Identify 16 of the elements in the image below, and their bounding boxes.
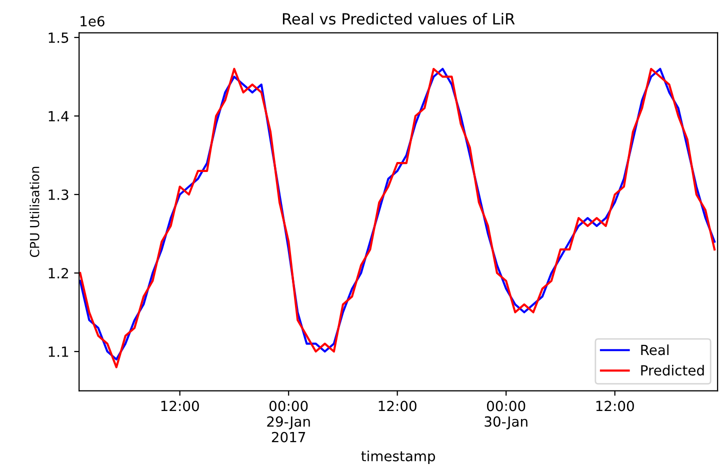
- y-axis-title: CPU Utilisation: [30, 166, 40, 258]
- x-tick-label: 12:00: [378, 400, 416, 412]
- y-tick-label: 1.3: [48, 189, 68, 200]
- y-tick-label: 1.5: [48, 32, 68, 43]
- legend-label: Predicted: [641, 364, 704, 376]
- x-tick-label: 00:00 29-Jan 2017: [267, 400, 310, 442]
- y-tick-label: 1.1: [48, 346, 68, 357]
- x-axis-title: timestamp: [361, 450, 436, 464]
- x-tick-label: 00:00 30-Jan: [484, 400, 528, 430]
- x-tick-label: 12:00: [161, 400, 199, 412]
- legend-label: Real: [641, 344, 669, 356]
- text: 1e6: [80, 16, 104, 26]
- y-tick-label: 1.4: [48, 111, 69, 122]
- chart-title: Real vs Predicted values of LiR: [282, 12, 515, 25]
- y-tick-label: 1.2: [48, 268, 68, 278]
- x-tick-label: 12:00: [596, 400, 634, 412]
